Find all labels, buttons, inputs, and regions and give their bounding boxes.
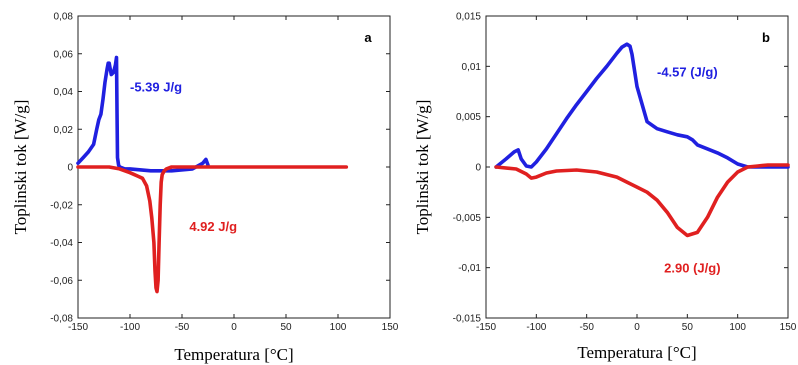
y-tick-label-a: -0,06 — [50, 276, 73, 287]
x-tick-label-a: -100 — [120, 322, 140, 333]
x-tick-label-a: -50 — [175, 322, 190, 333]
y-tick-label-a: 0 — [67, 163, 73, 174]
x-tick-label-a: 0 — [231, 322, 237, 333]
x-tick-label-b: 150 — [780, 322, 797, 333]
y-tick-label-a: -0,04 — [50, 238, 73, 249]
y-tick-label-b: -0,005 — [453, 213, 482, 224]
y-tick-label-a: 0,08 — [54, 12, 74, 23]
x-tick-label-b: -150 — [476, 322, 496, 333]
x-tick-label-a: 100 — [330, 322, 347, 333]
series-line-b-2 — [494, 163, 790, 238]
annotation-a-1: -5.39 J/g — [130, 80, 182, 95]
y-tick-label-b: 0,005 — [456, 112, 481, 123]
annotation-a-2: 4.92 J/g — [189, 219, 237, 234]
x-tick-label-b: -50 — [579, 322, 594, 333]
y-tick-label-b: -0,01 — [458, 263, 481, 274]
chart-a: -150 -100 -50 0 50 100 150 -0,08 -0,06 -0,04 -0,02… — [11, 12, 399, 365]
x-axis-title-b: Temperatura [°C] — [577, 343, 696, 362]
y-axis-title-a: Toplinski tok [W/g] — [11, 100, 30, 235]
panel-label-a: a — [364, 30, 372, 45]
y-axis-title-b: Toplinski tok [W/g] — [413, 100, 432, 235]
annotation-b-1: -4.57 (J/g) — [657, 64, 718, 79]
annotation-b-2: 2.90 (J/g) — [664, 261, 720, 276]
x-axis-title-a: Temperatura [°C] — [174, 345, 293, 364]
y-tick-label-b: -0,015 — [453, 314, 482, 325]
series-line-b-1 — [494, 42, 790, 169]
y-tick-label-b: 0,015 — [456, 12, 481, 23]
series-line-a-2 — [76, 165, 349, 294]
y-tick-label-a: -0,02 — [50, 200, 73, 211]
y-tick-label-b: 0 — [475, 163, 481, 174]
y-tick-label-a: 0,06 — [54, 49, 74, 60]
x-tick-label-b: 50 — [682, 322, 694, 333]
panel-label-b: b — [762, 30, 770, 45]
x-tick-label-b: 100 — [729, 322, 746, 333]
x-tick-label-b: -100 — [526, 322, 546, 333]
x-tick-label-b: 0 — [634, 322, 640, 333]
y-tick-label-b: 0,01 — [462, 62, 482, 73]
x-tick-label-a: 50 — [280, 322, 292, 333]
y-tick-label-a: -0,08 — [50, 314, 73, 325]
chart-b: -150 -100 -50 0 50 100 150 -0,015 -0,01 -0,005 0 0,… — [413, 12, 797, 363]
y-tick-label-a: 0,02 — [54, 125, 74, 136]
x-tick-label-a: -150 — [68, 322, 88, 333]
series-line-a-1 — [76, 55, 210, 173]
x-tick-label-a: 150 — [382, 322, 399, 333]
y-tick-label-a: 0,04 — [54, 87, 74, 98]
